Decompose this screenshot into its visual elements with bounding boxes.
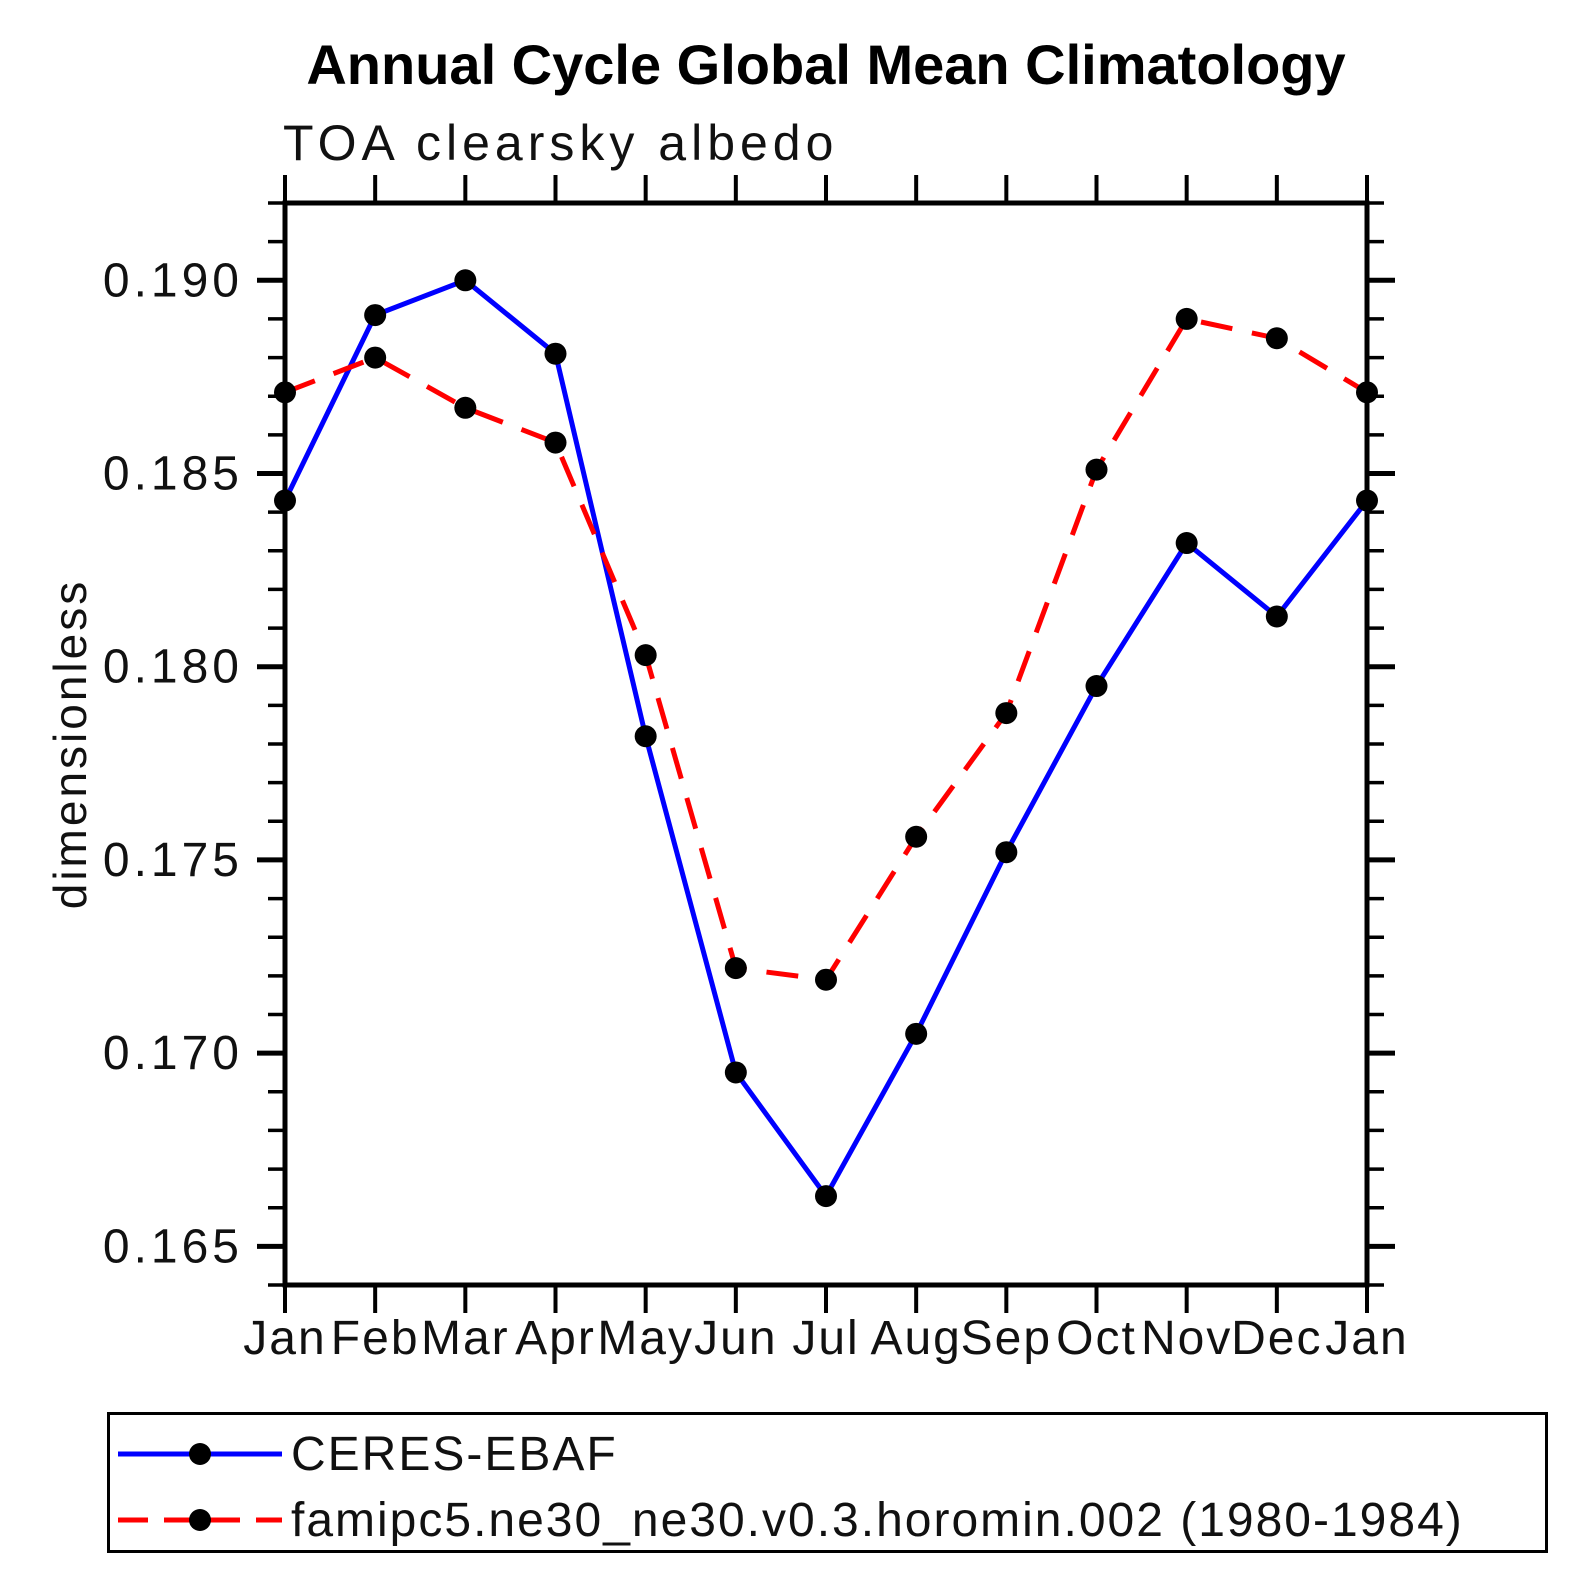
month-label: Nov (1141, 1312, 1232, 1365)
y-tick-label: 0.165 (103, 1220, 243, 1273)
y-tick-label: 0.180 (103, 641, 243, 694)
month-label: Feb (331, 1312, 420, 1365)
month-label: Jan (1325, 1312, 1408, 1365)
data-point-marker (724, 1061, 747, 1084)
legend-box: CERES-EBAF famipc5.ne30_ne30.v0.3.horomi… (107, 1412, 1548, 1553)
y-tick-label: 0.170 (103, 1027, 243, 1080)
data-point-marker (815, 968, 837, 991)
data-point-marker (634, 725, 657, 748)
month-label: Apr (515, 1312, 596, 1365)
y-tick-label: 0.175 (103, 834, 243, 887)
month-label: May (597, 1312, 694, 1365)
chart-subtitle: TOA clearsky albedo (283, 115, 839, 171)
data-point-marker (1265, 327, 1288, 350)
data-point-marker (364, 346, 387, 369)
data-point-marker (995, 841, 1018, 864)
data-point-marker (364, 304, 387, 327)
legend-marker-dot (189, 1443, 211, 1465)
data-point-marker (724, 957, 747, 980)
legend-label: CERES-EBAF (291, 1427, 618, 1481)
y-tick-label: 0.190 (103, 254, 243, 307)
data-point-marker (1175, 307, 1198, 330)
data-point-marker (544, 342, 567, 365)
legend-item-model-run: famipc5.ne30_ne30.v0.3.horomin.002 (1980… (110, 1494, 1464, 1547)
series-line-ceres-ebaf (282, 277, 1369, 1199)
month-label: Sep (961, 1312, 1052, 1365)
data-point-marker (274, 489, 296, 512)
data-point-marker (544, 431, 567, 454)
month-label: Jun (694, 1312, 777, 1365)
chart-title: Annual Cycle Global Mean Climatology (306, 33, 1346, 96)
legend-label: famipc5.ne30_ne30.v0.3.horomin.002 (1980… (291, 1493, 1464, 1547)
month-label: Jul (792, 1312, 859, 1365)
legend-item-ceres-ebaf: CERES-EBAF (110, 1428, 618, 1481)
data-point-marker (454, 396, 477, 419)
data-point-marker (905, 1022, 928, 1045)
data-point-marker (1085, 458, 1108, 481)
data-point-marker (995, 702, 1018, 725)
data-point-marker (1265, 605, 1288, 628)
legend-marker-dot (189, 1509, 211, 1531)
legend-swatch-solid (118, 1443, 282, 1465)
legend-swatch-dashed (118, 1509, 282, 1531)
month-label: Oct (1056, 1312, 1137, 1365)
data-point-marker (905, 825, 928, 848)
data-point-marker (1356, 381, 1378, 404)
month-label: Dec (1231, 1312, 1322, 1365)
y-axis-label: dimensionless (44, 578, 96, 910)
data-point-marker (1085, 675, 1108, 698)
month-label: Jan (243, 1312, 326, 1365)
month-label: Mar (421, 1312, 510, 1365)
data-point-marker (1356, 489, 1378, 512)
data-point-marker (274, 381, 296, 404)
y-tick-label: 0.185 (103, 448, 243, 501)
data-point-marker (634, 644, 657, 667)
plot-frame (282, 200, 1370, 1288)
data-point-marker (454, 269, 477, 292)
series-line-famipc5-ne30-ne30-v0-3-horomin (284, 316, 1369, 983)
data-point-marker (815, 1185, 837, 1208)
data-point-marker (1175, 532, 1198, 555)
month-label: Aug (870, 1312, 961, 1365)
